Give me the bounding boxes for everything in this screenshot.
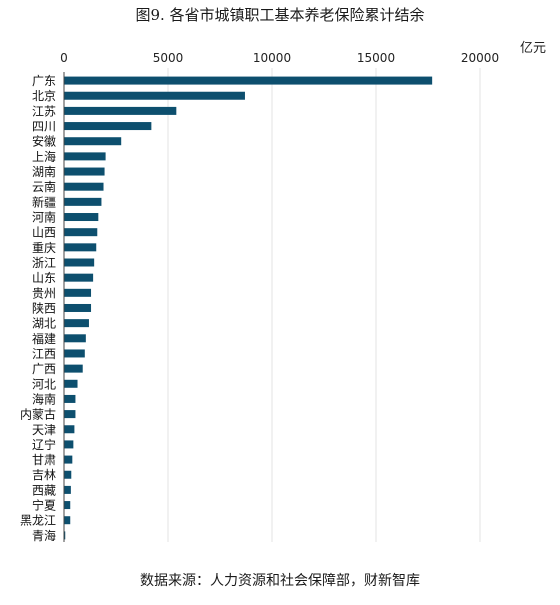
category-label: 河南 [32,210,56,225]
bar [64,319,89,328]
category-label: 广西 [32,362,56,376]
category-label: 宁夏 [32,498,56,513]
bar [64,379,78,388]
category-label: 四川 [32,120,56,134]
category-label: 西藏 [32,483,56,497]
category-label: 重庆 [32,241,56,255]
category-label: 吉林 [32,468,56,482]
bar [64,531,66,540]
bar [64,137,122,146]
x-axis-ticks: 0 5000 10000 15000 20000 [60,51,499,65]
category-label: 辽宁 [32,437,56,452]
bar [64,182,104,191]
bar [64,440,74,449]
category-label: 陕西 [32,300,56,315]
grid-lines [167,68,481,542]
category-label: 河北 [32,377,56,391]
chart-source: 数据来源：人力资源和社会保障部，财新智库 [140,573,420,589]
bar [64,485,71,494]
category-label: 天津 [32,423,56,437]
bar [64,394,76,403]
category-label: 海南 [32,391,56,406]
bar [64,243,97,252]
bar [64,501,71,510]
category-label: 上海 [32,149,56,164]
bar [64,228,98,237]
category-label: 北京 [32,89,56,103]
bar [64,197,102,206]
bar [64,410,76,419]
category-label: 黑龙江 [20,514,56,528]
category-label: 青海 [32,528,56,543]
bar [64,425,75,434]
chart-title: 图9. 各省市城镇职工基本养老保险累计结余 [135,6,425,24]
bar [64,470,72,479]
category-label: 福建 [32,331,56,346]
bar [64,106,177,115]
bar [64,288,92,297]
category-label: 浙江 [32,256,56,270]
bar [64,258,95,267]
category-label: 贵州 [32,286,56,300]
bar [64,91,245,100]
category-label: 甘肃 [32,453,56,467]
bar [64,349,85,358]
x-tick-label: 20000 [461,51,499,65]
bar [64,167,105,176]
category-label: 广东 [32,74,56,88]
category-label: 山东 [32,271,56,285]
category-label: 山西 [32,226,56,240]
bar [64,334,86,343]
bar [64,364,83,373]
category-label: 新疆 [32,194,56,209]
bar [64,303,92,312]
x-tick-label: 0 [60,51,68,65]
bar [64,516,71,525]
x-tick-label: 15000 [357,51,395,65]
bar [64,455,73,464]
category-label: 江西 [32,347,56,361]
x-tick-label: 10000 [253,51,291,65]
category-label: 江苏 [32,104,56,118]
bar [64,152,106,161]
category-label: 云南 [32,179,56,194]
category-label: 内蒙古 [20,407,56,422]
category-label: 安徽 [32,134,56,149]
category-label: 湖北 [32,316,56,331]
x-axis-unit: 亿元 [520,41,546,56]
bar [64,122,152,131]
x-tick-label: 5000 [153,51,184,65]
bar [64,76,433,85]
category-label: 湖南 [32,164,56,179]
bar [64,273,94,282]
bars [64,76,433,540]
category-labels: 广东北京江苏四川安徽上海湖南云南新疆河南山西重庆浙江山东贵州陕西湖北福建江西广西… [20,74,56,543]
bar [64,213,99,222]
